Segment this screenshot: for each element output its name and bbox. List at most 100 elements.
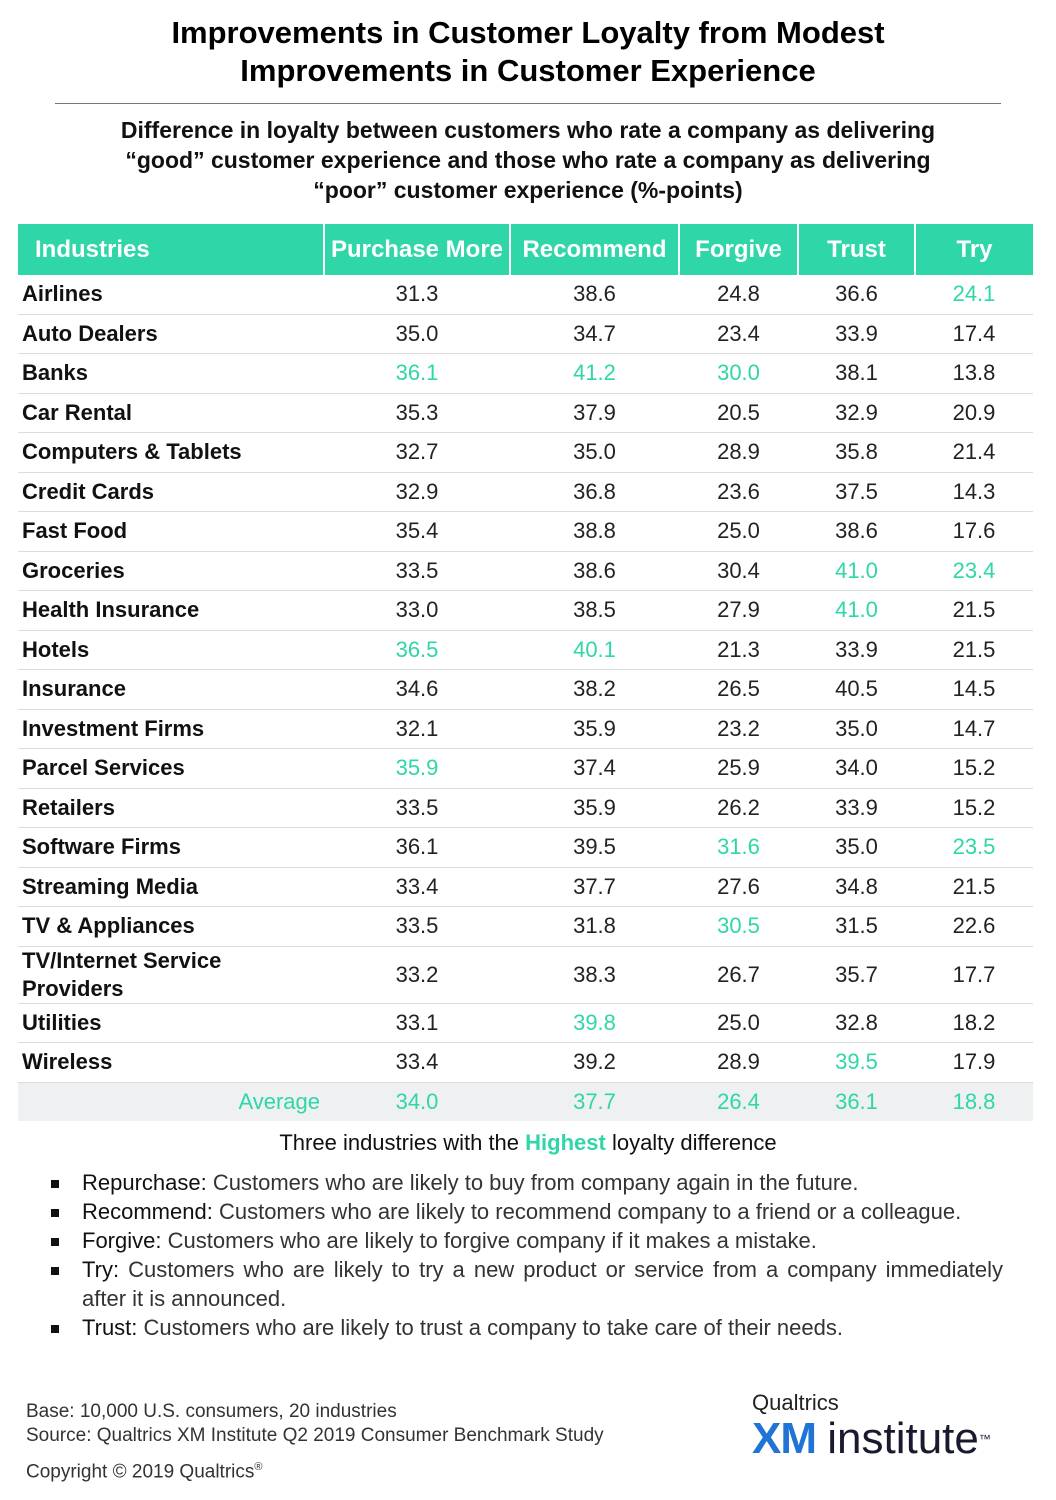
table-row: Investment Firms 32.1 35.9 23.2 35.0 14.7 xyxy=(18,709,1033,749)
value-cell: 17.4 xyxy=(915,314,1033,354)
value-cell: 32.8 xyxy=(798,1003,915,1043)
definition-text: Customers who are likely to recommend co… xyxy=(212,1199,962,1224)
value-cell: 14.7 xyxy=(915,709,1033,749)
registered-mark: ® xyxy=(254,1461,263,1473)
table-body: Airlines 31.3 38.6 24.8 36.6 24.1 Auto Dealers… xyxy=(18,275,1033,1121)
value-cell: 38.6 xyxy=(510,275,679,315)
definition-item: Recommend: Customers who are likely to r… xyxy=(51,1197,1003,1226)
value-cell: 35.3 xyxy=(324,393,510,433)
definition-item: Repurchase: Customers who are likely to … xyxy=(51,1168,1003,1197)
title-divider xyxy=(55,103,1001,104)
average-value-cell: 36.1 xyxy=(798,1082,915,1121)
subtitle-line-2: “good” customer experience and those who… xyxy=(125,147,931,173)
value-cell: 23.4 xyxy=(679,314,798,354)
table-row: Wireless 33.4 39.2 28.9 39.5 17.9 xyxy=(18,1042,1033,1083)
value-cell: 31.5 xyxy=(798,906,915,947)
brand-logo: Qualtrics XM institute™ xyxy=(752,1390,1032,1462)
value-cell: 35.0 xyxy=(798,709,915,749)
average-value-cell: 34.0 xyxy=(324,1082,510,1121)
value-cell: 24.8 xyxy=(679,275,798,315)
value-cell: 15.2 xyxy=(915,748,1033,789)
value-cell: 33.9 xyxy=(798,630,915,670)
industry-cell: Airlines xyxy=(18,275,324,315)
value-cell: 23.5 xyxy=(915,827,1033,868)
value-cell: 33.5 xyxy=(324,788,510,828)
value-cell: 38.1 xyxy=(798,353,915,394)
value-cell: 30.4 xyxy=(679,551,798,591)
value-cell: 39.5 xyxy=(798,1042,915,1083)
column-header-forgive: Forgive xyxy=(678,224,798,275)
value-cell: 31.6 xyxy=(679,827,798,868)
column-header-try: Try xyxy=(914,224,1033,275)
value-cell: 17.6 xyxy=(915,511,1033,552)
value-cell: 41.0 xyxy=(798,590,915,631)
trademark-mark: ™ xyxy=(978,1432,991,1446)
value-cell: 33.5 xyxy=(324,551,510,591)
value-cell: 39.8 xyxy=(510,1003,679,1043)
title-line-1: Improvements in Customer Loyalty from Mo… xyxy=(171,15,885,50)
value-cell: 40.1 xyxy=(510,630,679,670)
table-row: Groceries 33.5 38.6 30.4 41.0 23.4 xyxy=(18,551,1033,591)
brand-company: Qualtrics xyxy=(752,1390,839,1415)
definition-term: Forgive: xyxy=(82,1228,162,1253)
value-cell: 33.0 xyxy=(324,590,510,631)
value-cell: 35.9 xyxy=(510,788,679,828)
value-cell: 41.2 xyxy=(510,353,679,394)
value-cell: 30.0 xyxy=(679,353,798,394)
value-cell: 25.0 xyxy=(679,511,798,552)
definition-term: Repurchase: xyxy=(82,1170,207,1195)
copyright: Copyright © 2019 Qualtrics® xyxy=(26,1461,263,1483)
definition-text: Customers who are likely to trust a comp… xyxy=(137,1315,843,1340)
footer-source: Source: Qualtrics XM Institute Q2 2019 C… xyxy=(26,1425,604,1446)
value-cell: 36.6 xyxy=(798,275,915,315)
definition-item: Try: Customers who are likely to try a n… xyxy=(51,1255,1003,1313)
table-row: TV & Appliances 33.5 31.8 30.5 31.5 22.6 xyxy=(18,906,1033,947)
industry-cell: Car Rental xyxy=(18,393,324,433)
value-cell: 18.2 xyxy=(915,1003,1033,1043)
value-cell: 37.9 xyxy=(510,393,679,433)
industry-cell: Software Firms xyxy=(18,827,324,868)
industry-cell: Parcel Services xyxy=(18,748,324,789)
average-value-cell: 18.8 xyxy=(915,1082,1033,1121)
value-cell: 32.7 xyxy=(324,432,510,473)
table-row: Car Rental 35.3 37.9 20.5 32.9 20.9 xyxy=(18,393,1033,433)
column-header-recommend: Recommend xyxy=(509,224,679,275)
value-cell: 26.7 xyxy=(679,946,798,1004)
industry-cell: Insurance xyxy=(18,669,324,710)
industry-cell: Credit Cards xyxy=(18,472,324,512)
industry-cell: Utilities xyxy=(18,1003,324,1043)
value-cell: 38.3 xyxy=(510,946,679,1004)
page-title: Improvements in Customer Loyalty from Mo… xyxy=(40,14,1016,90)
value-cell: 27.6 xyxy=(679,867,798,907)
value-cell: 35.0 xyxy=(798,827,915,868)
average-row: Average 34.0 37.7 26.4 36.1 18.8 xyxy=(18,1082,1033,1121)
table-subtitle: Difference in loyalty between customers … xyxy=(40,115,1016,205)
average-value-cell: 26.4 xyxy=(679,1082,798,1121)
table-row: Fast Food 35.4 38.8 25.0 38.6 17.6 xyxy=(18,511,1033,552)
value-cell: 35.9 xyxy=(510,709,679,749)
brand-institute: institute xyxy=(827,1414,979,1463)
value-cell: 34.7 xyxy=(510,314,679,354)
column-header-purchase-more: Purchase More xyxy=(323,224,510,275)
industry-cell: Health Insurance xyxy=(18,590,324,631)
value-cell: 38.6 xyxy=(510,551,679,591)
value-cell: 22.6 xyxy=(915,906,1033,947)
value-cell: 23.2 xyxy=(679,709,798,749)
value-cell: 25.0 xyxy=(679,1003,798,1043)
value-cell: 37.7 xyxy=(510,867,679,907)
value-cell: 35.7 xyxy=(798,946,915,1004)
table-row: Retailers 33.5 35.9 26.2 33.9 15.2 xyxy=(18,788,1033,828)
value-cell: 36.5 xyxy=(324,630,510,670)
value-cell: 20.5 xyxy=(679,393,798,433)
value-cell: 38.6 xyxy=(798,511,915,552)
table-row: Auto Dealers 35.0 34.7 23.4 33.9 17.4 xyxy=(18,314,1033,354)
definition-item: Forgive: Customers who are likely to for… xyxy=(51,1226,1003,1255)
value-cell: 34.8 xyxy=(798,867,915,907)
industry-cell: TV/Internet Service Providers xyxy=(18,946,324,1004)
value-cell: 33.5 xyxy=(324,906,510,947)
industry-cell: Wireless xyxy=(18,1042,324,1083)
value-cell: 33.9 xyxy=(798,788,915,828)
brand-wordmark: XM institute™ xyxy=(752,1416,1032,1462)
value-cell: 33.4 xyxy=(324,867,510,907)
table-row: Airlines 31.3 38.6 24.8 36.6 24.1 xyxy=(18,275,1033,315)
